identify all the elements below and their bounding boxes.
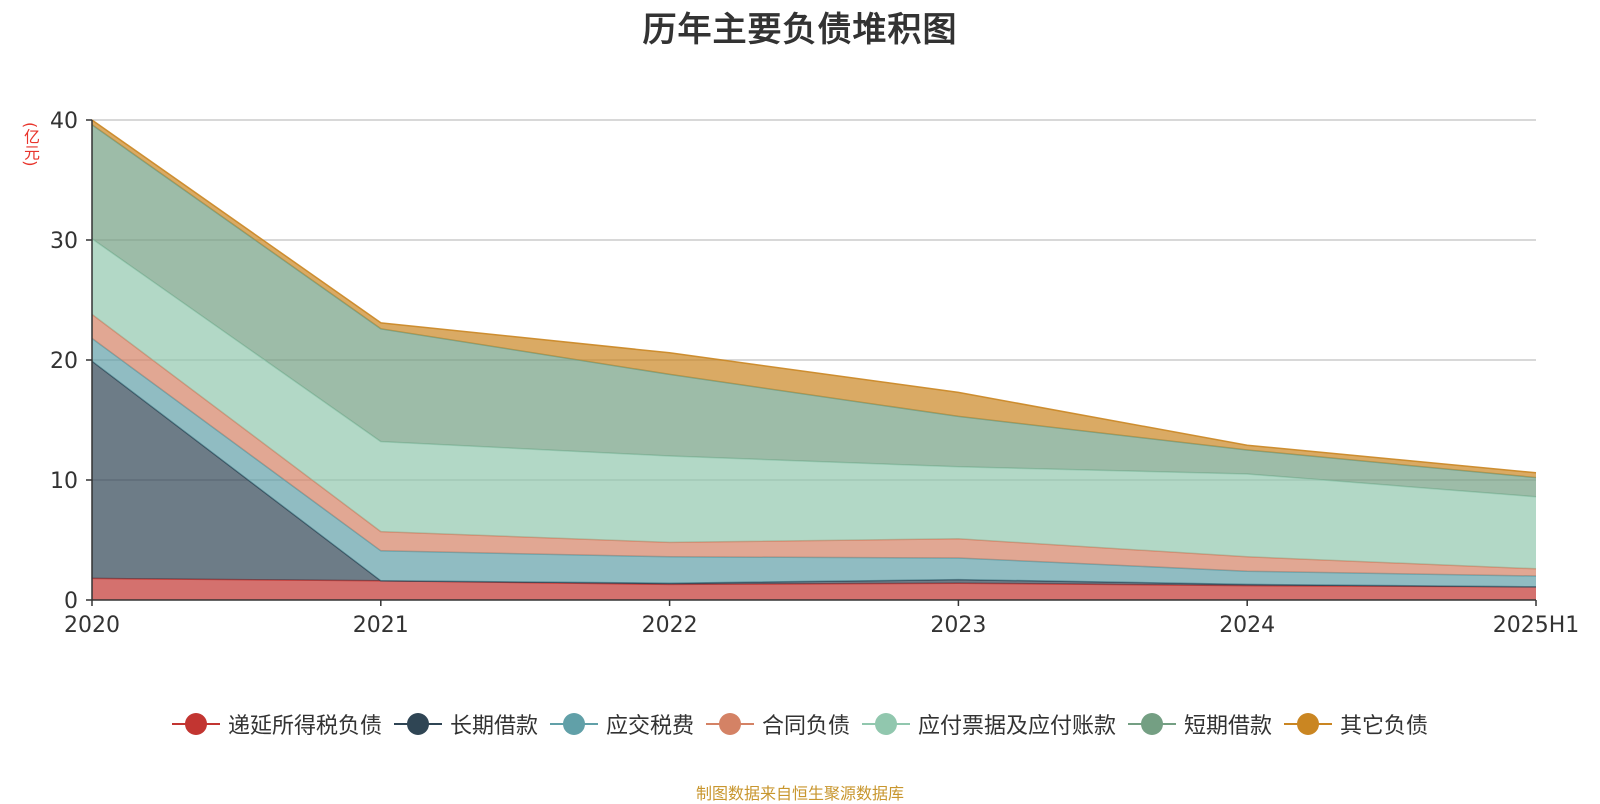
legend-label: 长期借款 [449,714,538,739]
data-source-note: 制图数据来自恒生聚源数据库 [695,784,904,803]
legend-marker-icon [862,713,910,735]
y-axis-unit-label: (亿元) [21,122,40,167]
legend-marker-icon [549,713,598,735]
stacked-area-chart: 0 10 20 30 40 2020 2021 2022 2023 2024 2025H1 [50,109,1580,638]
legend-marker-icon [1128,713,1177,735]
x-tick-label: 2020 [64,613,120,638]
legend-item[interactable]: 其它负债 [1284,708,1428,740]
legend-item[interactable]: 长期借款 [393,708,538,740]
area-series-2 [92,361,1536,587]
legend-marker-icon [1284,713,1333,735]
x-tick-label: 2022 [642,613,698,638]
x-tick-label: 2021 [353,613,409,638]
y-tick-label: 0 [64,589,78,614]
legend-marker-icon [393,713,442,735]
area-series-5 [92,238,1536,569]
x-tick-label: 2025H1 [1493,613,1580,638]
chart-title: 历年主要负债堆积图 [642,10,958,50]
legend-item[interactable]: 递延所得税负债 [171,708,382,740]
area-series-1 [92,578,1536,600]
legend-item[interactable]: 应付票据及应付账款 [862,708,1116,740]
legend-label: 合同负债 [761,714,850,739]
y-tick-label: 30 [50,229,78,254]
legend-label: 其它负债 [1340,714,1429,739]
legend-item[interactable]: 合同负债 [705,708,850,740]
legend-item[interactable]: 短期借款 [1128,708,1272,740]
area-line-series-7 [91,119,1537,474]
y-tick-label: 20 [50,349,78,374]
legend-marker-icon [705,713,754,735]
area-series-6 [92,124,1536,497]
y-tick-label: 40 [50,109,78,134]
x-tick-label: 2023 [930,613,986,638]
legend-label: 应付票据及应付账款 [918,714,1117,739]
legend-marker-icon [171,713,220,735]
legend-label: 递延所得税负债 [227,714,382,739]
x-tick-label: 2024 [1219,613,1275,638]
legend-item[interactable]: 应交税费 [549,708,694,740]
chart-legend: 递延所得税负债 长期借款 应交税费 合同负债 应付票据及应付账款 短期借款 其它负债 [0,708,1600,740]
legend-label: 短期借款 [1184,714,1273,739]
legend-label: 应交税费 [605,714,694,739]
y-tick-label: 10 [50,469,78,494]
